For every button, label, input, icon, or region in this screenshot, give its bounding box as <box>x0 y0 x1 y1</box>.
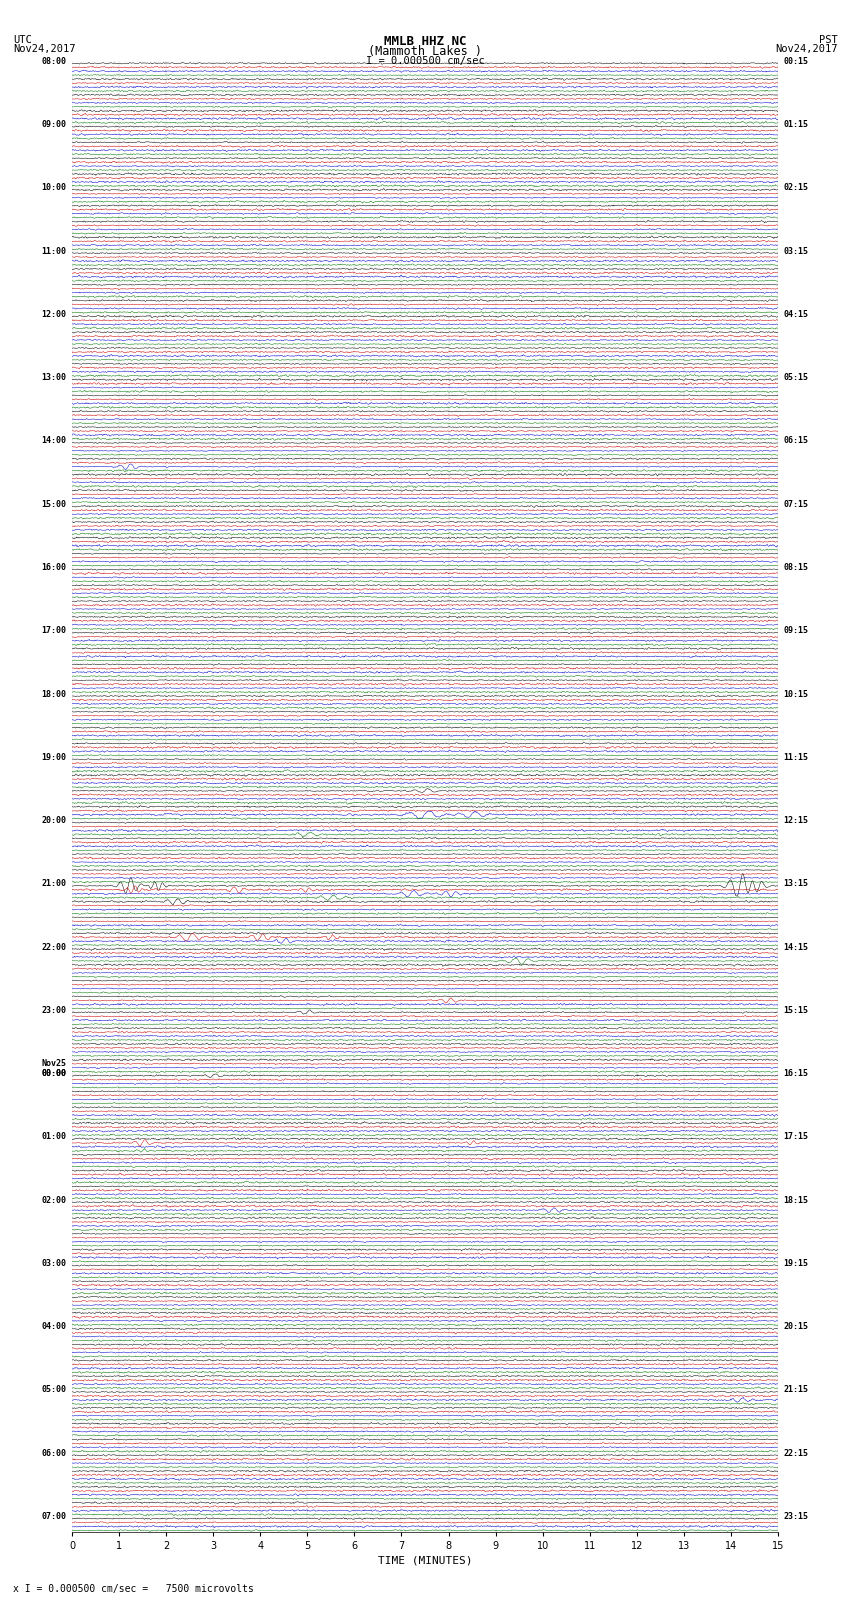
Text: 16:00: 16:00 <box>42 563 66 573</box>
Text: 05:00: 05:00 <box>42 1386 66 1395</box>
Text: 06:15: 06:15 <box>784 437 808 445</box>
Text: 10:00: 10:00 <box>42 184 66 192</box>
Text: 23:15: 23:15 <box>784 1511 808 1521</box>
Text: 08:00: 08:00 <box>42 56 66 66</box>
Text: 06:00: 06:00 <box>42 1448 66 1458</box>
Text: 16:15: 16:15 <box>784 1069 808 1077</box>
Text: 18:15: 18:15 <box>784 1195 808 1205</box>
Text: UTC: UTC <box>13 35 31 45</box>
Text: 17:15: 17:15 <box>784 1132 808 1142</box>
Text: 08:15: 08:15 <box>784 563 808 573</box>
Text: 15:00: 15:00 <box>42 500 66 508</box>
Text: 03:00: 03:00 <box>42 1260 66 1268</box>
Text: 00:00: 00:00 <box>42 1069 66 1077</box>
Text: 14:15: 14:15 <box>784 942 808 952</box>
Text: 18:00: 18:00 <box>42 689 66 698</box>
Text: 21:00: 21:00 <box>42 879 66 889</box>
Text: 05:15: 05:15 <box>784 373 808 382</box>
Text: 07:15: 07:15 <box>784 500 808 508</box>
Text: Nov24,2017: Nov24,2017 <box>13 44 76 55</box>
Text: 07:00: 07:00 <box>42 1511 66 1521</box>
Text: 22:00: 22:00 <box>42 942 66 952</box>
Text: 01:15: 01:15 <box>784 119 808 129</box>
Text: 09:00: 09:00 <box>42 119 66 129</box>
Text: 10:15: 10:15 <box>784 689 808 698</box>
Text: 02:00: 02:00 <box>42 1195 66 1205</box>
Text: 12:15: 12:15 <box>784 816 808 824</box>
Text: 19:00: 19:00 <box>42 753 66 761</box>
Text: 22:15: 22:15 <box>784 1448 808 1458</box>
Text: 11:00: 11:00 <box>42 247 66 255</box>
Text: 21:15: 21:15 <box>784 1386 808 1395</box>
Text: 19:15: 19:15 <box>784 1260 808 1268</box>
Text: MMLB HHZ NC: MMLB HHZ NC <box>383 35 467 48</box>
Text: x I = 0.000500 cm/sec =   7500 microvolts: x I = 0.000500 cm/sec = 7500 microvolts <box>13 1584 253 1594</box>
Text: 02:15: 02:15 <box>784 184 808 192</box>
Text: 23:00: 23:00 <box>42 1007 66 1015</box>
Text: 09:15: 09:15 <box>784 626 808 636</box>
Text: 04:00: 04:00 <box>42 1323 66 1331</box>
Text: I = 0.000500 cm/sec: I = 0.000500 cm/sec <box>366 56 484 66</box>
X-axis label: TIME (MINUTES): TIME (MINUTES) <box>377 1555 473 1566</box>
Text: 14:00: 14:00 <box>42 437 66 445</box>
Text: 00:15: 00:15 <box>784 56 808 66</box>
Text: 20:00: 20:00 <box>42 816 66 824</box>
Text: 13:15: 13:15 <box>784 879 808 889</box>
Text: 01:00: 01:00 <box>42 1132 66 1142</box>
Text: 00:00: 00:00 <box>42 1069 66 1077</box>
Text: 17:00: 17:00 <box>42 626 66 636</box>
Text: (Mammoth Lakes ): (Mammoth Lakes ) <box>368 45 482 58</box>
Text: 04:15: 04:15 <box>784 310 808 319</box>
Text: 12:00: 12:00 <box>42 310 66 319</box>
Text: 03:15: 03:15 <box>784 247 808 255</box>
Text: 20:15: 20:15 <box>784 1323 808 1331</box>
Text: 13:00: 13:00 <box>42 373 66 382</box>
Text: Nov24,2017: Nov24,2017 <box>774 44 837 55</box>
Text: 15:15: 15:15 <box>784 1007 808 1015</box>
Text: 11:15: 11:15 <box>784 753 808 761</box>
Text: PST: PST <box>819 35 837 45</box>
Text: Nov25: Nov25 <box>42 1060 66 1068</box>
